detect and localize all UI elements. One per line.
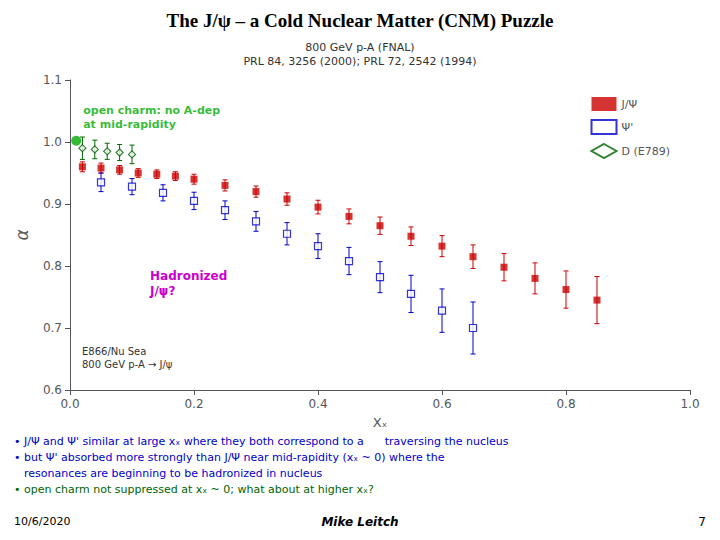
svg-text:1.1: 1.1: [43, 73, 62, 87]
svg-text:0.9: 0.9: [43, 197, 62, 211]
svg-text:resonances are beginning to be: resonances are beginning to be hadronize…: [24, 467, 323, 480]
svg-text:The J/ψ – a Cold Nuclear Matte: The J/ψ – a Cold Nuclear Matter (CNM) Pu…: [166, 10, 553, 32]
svg-text:0.8: 0.8: [556, 397, 575, 411]
svg-text:800 GeV p-A (FNAL): 800 GeV p-A (FNAL): [305, 41, 414, 54]
svg-text:E866/Nu Sea: E866/Nu Sea: [82, 346, 146, 357]
svg-text:0.7: 0.7: [43, 321, 62, 335]
svg-text:0.4: 0.4: [308, 397, 327, 411]
svg-text:0.0: 0.0: [60, 397, 79, 411]
svg-text:0.2: 0.2: [184, 397, 203, 411]
svg-text:• J/Ψ and Ψ' similar at large: • J/Ψ and Ψ' similar at large xₓ where t…: [14, 435, 509, 448]
svg-text:7: 7: [698, 515, 706, 529]
svg-text:α: α: [12, 229, 32, 240]
svg-text:Xₓ: Xₓ: [373, 415, 388, 430]
svg-text:• open charm not suppressed at: • open charm not suppressed at xₓ ~ 0; w…: [14, 483, 374, 496]
svg-text:0.6: 0.6: [432, 397, 451, 411]
svg-text:PRL 84, 3256 (2000); PRL 72, 2: PRL 84, 3256 (2000); PRL 72, 2542 (1994): [243, 55, 476, 68]
svg-text:0.6: 0.6: [43, 383, 62, 397]
svg-text:0.8: 0.8: [43, 259, 62, 273]
svg-text:800 GeV p-A → J/ψ: 800 GeV p-A → J/ψ: [82, 359, 173, 370]
svg-text:J/Ψ: J/Ψ: [621, 98, 638, 111]
svg-text:J/ψ?: J/ψ?: [149, 284, 175, 298]
svg-text:Ψ': Ψ': [622, 121, 634, 134]
svg-text:• but Ψ' absorbed more strongl: • but Ψ' absorbed more strongly than J/Ψ…: [14, 451, 445, 464]
svg-text:at mid-rapidity: at mid-rapidity: [83, 118, 176, 131]
svg-text:open charm: no A-dep: open charm: no A-dep: [83, 104, 220, 117]
svg-text:10/6/2020: 10/6/2020: [14, 515, 70, 528]
svg-text:1.0: 1.0: [43, 135, 62, 149]
svg-text:1.0: 1.0: [680, 397, 699, 411]
svg-text:Hadronized: Hadronized: [150, 269, 227, 283]
svg-text:Mike Leitch: Mike Leitch: [321, 515, 398, 529]
svg-text:D (E789): D (E789): [622, 145, 671, 158]
